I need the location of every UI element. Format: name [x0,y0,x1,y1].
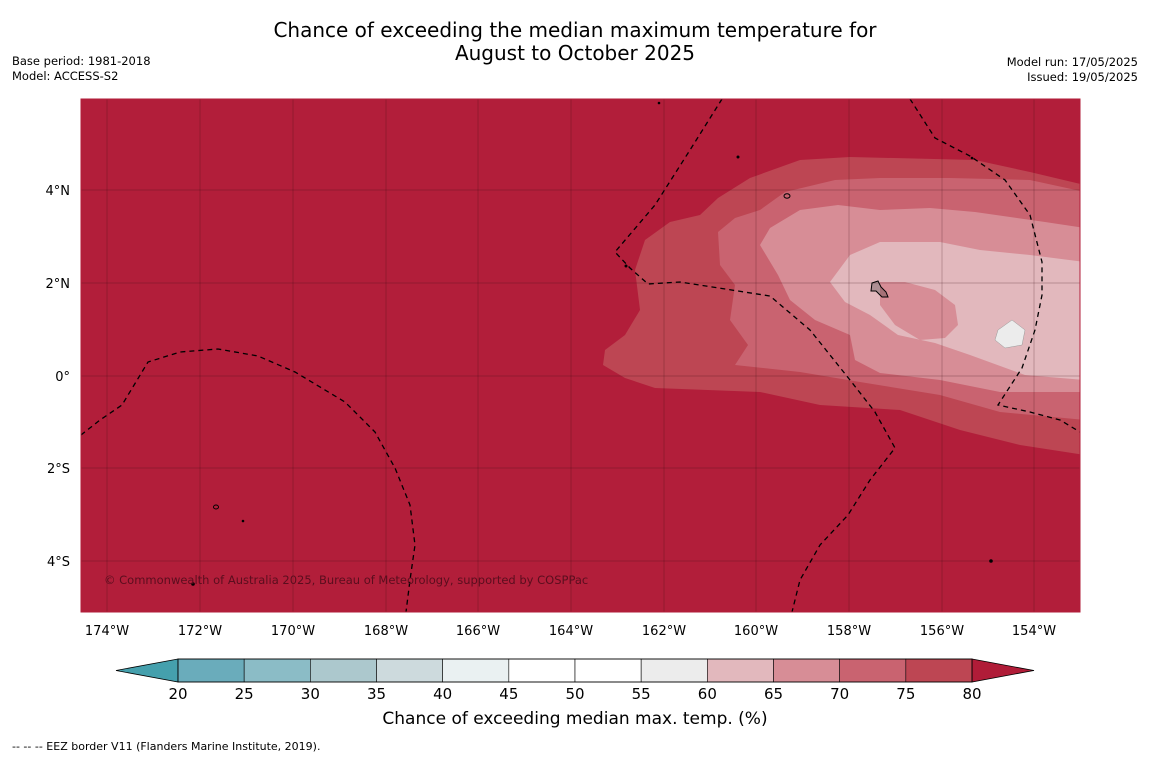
x-tick-166w: 166°W [456,624,500,639]
islands [191,101,993,586]
islet-c [736,155,740,159]
islet-a [241,519,245,523]
eez-border-east [909,99,1080,433]
colorbar-tick-label: 25 [235,685,254,703]
colorbar-label: Chance of exceeding median max. temp. (%… [382,709,768,729]
x-tick-158w: 158°W [827,624,871,639]
colorbar-cell [376,658,443,683]
y-tick-4n: 4°N [46,184,71,199]
colorbar-tick-labels: 20 25 30 35 40 45 50 55 60 65 70 75 80 [168,685,981,703]
island-west-a [213,504,219,510]
model-run: Model run: 17/05/2025 [1006,55,1138,69]
colorbar-tick-label: 35 [367,685,386,703]
colorbar-tick-label: 80 [962,685,981,703]
map-frame [80,98,1081,613]
y-tick-2s: 2°S [47,462,70,477]
meta-left: Base period: 1981-2018 Model: ACCESS-S2 [12,54,151,84]
map-title-line2: August to October 2025 [454,41,696,65]
inner-65-patch [880,282,958,340]
x-axis-labels: 174°W 172°W 170°W 168°W 166°W 164°W 162°… [85,624,1056,639]
colorbar-cell [707,658,774,683]
issued-date: Issued: 19/05/2025 [1027,70,1138,84]
colorbar: 20 25 30 35 40 45 50 55 60 65 70 75 80 [115,658,1035,703]
colorbar-cells [177,658,973,683]
island-kiritimati [870,280,889,298]
islet-b [191,582,195,586]
colorbar-tick-label: 70 [830,685,849,703]
colorbar-cell [773,658,840,683]
eez-borders [81,99,1080,612]
copyright-text: © Commonwealth of Australia 2025, Bureau… [104,573,588,587]
colorbar-outline [177,658,973,683]
colorbar-tick-label: 30 [301,685,320,703]
meta-right: Model run: 17/05/2025 Issued: 19/05/2025 [1007,55,1138,85]
colorbar-cell [177,658,245,683]
colorbar-tick-label: 75 [896,685,915,703]
x-tick-172w: 172°W [178,624,222,639]
colorbar-cell [243,658,311,683]
islet-e [989,559,993,563]
islet-f [624,264,628,268]
x-tick-156w: 156°W [920,624,964,639]
y-axis-labels: 4°N 2°N 0° 2°S 4°S [46,184,71,570]
colorbar-tick-label: 45 [499,685,518,703]
contour-55 [994,319,1026,349]
colorbar-low-arrow [115,658,179,683]
colorbar-tick-label: 65 [764,685,783,703]
colorbar-tick-label: 50 [565,685,584,703]
colorbar-cell [508,658,576,683]
island-north [783,193,791,199]
colorbar-tick-label: 60 [698,685,717,703]
map-title-line1: Chance of exceeding the median maximum t… [273,18,877,42]
colorbar-high-arrow [971,658,1035,683]
colorbar-tick-label: 40 [433,685,452,703]
x-tick-160w: 160°W [734,624,778,639]
eez-footnote: -- -- -- EEZ border V11 (Flanders Marine… [12,740,321,753]
colorbar-cell [310,658,377,683]
y-tick-2n: 2°N [46,277,71,292]
islet-g [970,156,974,160]
y-tick-4s: 4°S [47,555,70,570]
gridlines [81,99,1080,612]
colorbar-cell [574,658,642,683]
map-plot-area: © Commonwealth of Australia 2025, Bureau… [81,99,1080,612]
colorbar-cell [839,658,907,683]
colorbar-cell [442,658,510,683]
x-tick-162w: 162°W [642,624,686,639]
x-tick-170w: 170°W [271,624,315,639]
colorbar-cell [905,658,973,683]
x-tick-174w: 174°W [85,624,129,639]
islet-d [657,101,661,105]
eez-border-central [614,99,896,612]
x-tick-154w: 154°W [1012,624,1056,639]
base-period: Base period: 1981-2018 [12,54,151,68]
colorbar-tick-label: 55 [632,685,651,703]
colorbar-tick-label: 20 [168,685,187,703]
x-tick-168w: 168°W [364,624,408,639]
x-tick-164w: 164°W [549,624,593,639]
colorbar-cell [640,658,708,683]
model-name: Model: ACCESS-S2 [12,69,119,83]
y-tick-0: 0° [55,370,70,385]
eez-border-west [81,348,416,612]
